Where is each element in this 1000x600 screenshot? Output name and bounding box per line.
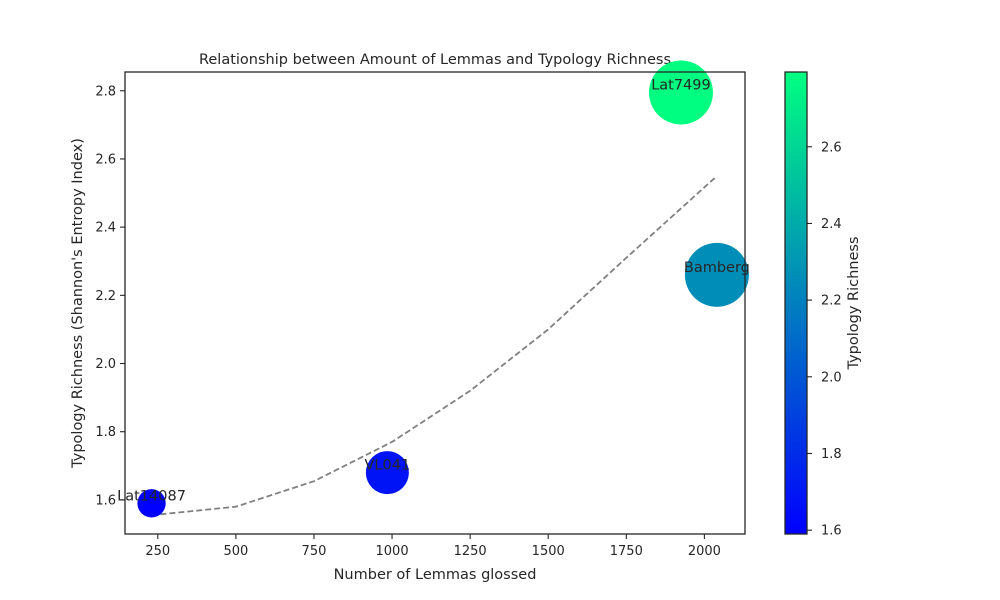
x-tick-label: 1250 [454, 544, 487, 559]
y-tick-label: 2.4 [95, 221, 116, 236]
x-tick-label: 500 [223, 544, 248, 559]
plot-frame [124, 71, 746, 535]
x-tick-label: 750 [302, 544, 327, 559]
y-tick-label: 2.8 [95, 84, 116, 99]
data-point [648, 60, 713, 125]
y-axis-label: Typology Richness (Shannon's Entropy Ind… [70, 138, 86, 469]
colorbar-tick-label: 2.6 [821, 140, 842, 155]
y-tick-label: 2.6 [95, 152, 116, 167]
y-tick-label: 2.0 [95, 357, 116, 372]
data-point-label: Lat7499 [651, 77, 711, 93]
chart-title: Relationship between Amount of Lemmas an… [199, 52, 671, 68]
data-point [137, 489, 166, 518]
x-tick-label: 1000 [376, 544, 409, 559]
colorbar-label: Typology Richness [846, 236, 862, 370]
colorbar [784, 71, 808, 535]
data-point-label: VL041 [365, 458, 411, 474]
colorbar-tick-label: 2.4 [821, 217, 842, 232]
data-point-label: Lat14087 [117, 488, 186, 504]
y-tick-label: 1.6 [95, 493, 116, 508]
trend-line [151, 175, 718, 517]
data-point [365, 451, 409, 495]
data-point-label: Bamberg [684, 260, 750, 276]
x-tick-label: 1750 [610, 544, 643, 559]
data-point [684, 242, 749, 307]
colorbar-tick-label: 2.0 [821, 370, 842, 385]
colorbar-tick-label: 2.2 [821, 294, 842, 309]
colorbar-tick-label: 1.8 [821, 447, 842, 462]
y-tick-label: 2.2 [95, 289, 116, 304]
y-tick-label: 1.8 [95, 425, 116, 440]
x-tick-label: 2000 [688, 544, 721, 559]
colorbar-tick-label: 1.6 [821, 524, 842, 539]
x-axis-label: Number of Lemmas glossed [334, 567, 537, 583]
x-tick-label: 250 [145, 544, 170, 559]
x-tick-label: 1500 [532, 544, 565, 559]
